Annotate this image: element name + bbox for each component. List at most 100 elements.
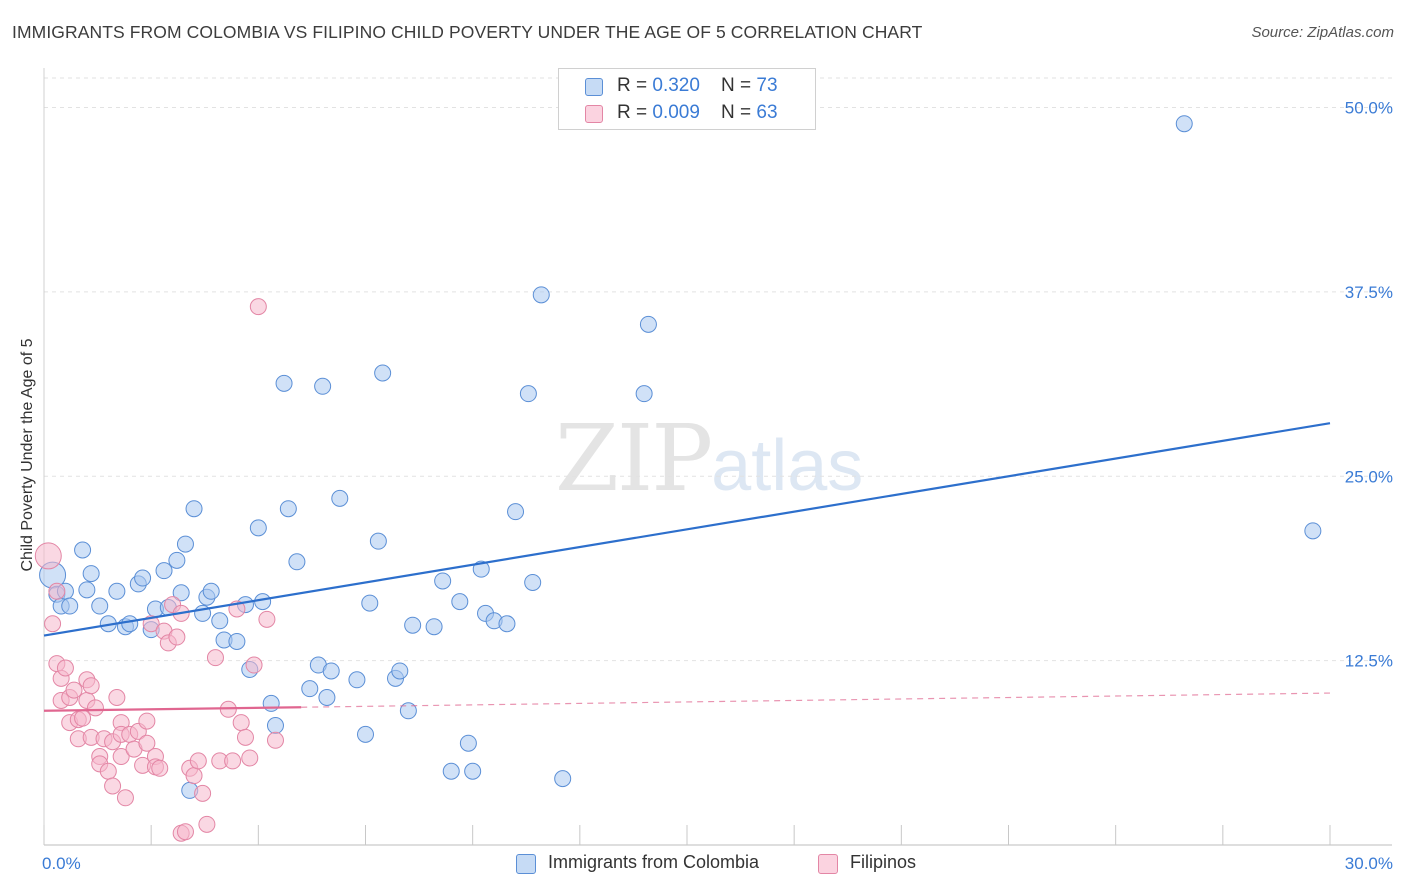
series-swatch-colombia bbox=[516, 854, 536, 874]
filipinos-trend-line bbox=[43, 706, 302, 712]
y-tick-label: 50.0% bbox=[1345, 99, 1393, 118]
filipinos-point bbox=[112, 748, 130, 765]
filipinos-point bbox=[245, 656, 263, 674]
watermark-atlas: atlas bbox=[711, 426, 864, 506]
colombia-point bbox=[459, 734, 477, 752]
colombia-point bbox=[464, 762, 482, 780]
colombia-point bbox=[168, 551, 186, 569]
colombia-point bbox=[348, 671, 366, 689]
filipinos-point bbox=[185, 767, 203, 785]
source-label: Source: ZipAtlas.com bbox=[1251, 24, 1394, 41]
colombia-point bbox=[318, 689, 336, 706]
colombia-point bbox=[211, 612, 229, 630]
colombia-point bbox=[322, 662, 340, 680]
colombia-point bbox=[185, 500, 203, 518]
legend-n-value: 63 bbox=[756, 102, 778, 123]
legend-r-label: R = bbox=[617, 75, 653, 96]
colombia-point bbox=[451, 593, 469, 611]
colombia-point bbox=[507, 503, 525, 521]
legend-swatch-colombia bbox=[585, 78, 603, 96]
filipinos-point bbox=[44, 615, 62, 633]
filipinos-point bbox=[176, 823, 194, 841]
filipinos-point bbox=[56, 659, 74, 677]
colombia-point bbox=[519, 385, 537, 403]
filipinos-point bbox=[232, 714, 250, 732]
colombia-point bbox=[228, 632, 246, 650]
x-tick-label-max: 30.0% bbox=[1345, 854, 1393, 873]
series-name-filipinos: Filipinos bbox=[850, 852, 917, 872]
colombia-point bbox=[1304, 522, 1322, 540]
filipinos-point bbox=[151, 759, 169, 777]
filipinos-point bbox=[116, 789, 134, 807]
colombia-point bbox=[404, 616, 422, 634]
legend-swatch-filipinos bbox=[585, 105, 603, 123]
filipinos-point bbox=[224, 752, 242, 770]
colombia-point bbox=[374, 364, 392, 382]
legend-r-value: 0.009 bbox=[652, 102, 700, 123]
colombia-point bbox=[78, 581, 96, 599]
colombia-point bbox=[425, 618, 443, 636]
series-name-colombia: Immigrants from Colombia bbox=[548, 852, 760, 872]
filipinos-point bbox=[168, 628, 186, 646]
legend-n-label: N = bbox=[721, 102, 757, 123]
colombia-point bbox=[331, 489, 349, 507]
colombia-point bbox=[532, 286, 550, 304]
colombia-point bbox=[172, 584, 190, 602]
colombia-point bbox=[361, 594, 379, 612]
colombia-point bbox=[121, 615, 139, 633]
colombia-point bbox=[82, 565, 100, 583]
colombia-point bbox=[391, 662, 409, 680]
colombia-point bbox=[399, 702, 417, 720]
filipinos-point bbox=[198, 815, 216, 833]
legend-n-value: 73 bbox=[756, 75, 778, 96]
filipinos-point bbox=[206, 649, 224, 667]
y-tick-label: 12.5% bbox=[1345, 652, 1393, 671]
colombia-point bbox=[74, 541, 92, 559]
colombia-point bbox=[639, 315, 657, 333]
y-tick-label: 25.0% bbox=[1345, 467, 1393, 486]
filipinos-point bbox=[249, 298, 267, 316]
colombia-point bbox=[266, 717, 284, 735]
filipinos-point bbox=[65, 681, 83, 699]
colombia-point bbox=[279, 500, 297, 518]
stats-legend: R = 0.320 N = 73 R = 0.009 N = 63 bbox=[558, 68, 816, 130]
colombia-point bbox=[108, 582, 126, 600]
legend-r-label: R = bbox=[617, 102, 653, 123]
filipinos-point bbox=[86, 699, 104, 717]
filipinos-point bbox=[258, 610, 276, 628]
filipinos-point bbox=[236, 728, 254, 746]
filipinos-point bbox=[74, 709, 92, 727]
filipinos-point bbox=[34, 542, 62, 570]
colombia-point bbox=[202, 582, 220, 600]
filipinos-point bbox=[266, 731, 284, 749]
colombia-point bbox=[369, 532, 387, 550]
colombia-point bbox=[176, 535, 194, 553]
filipinos-point bbox=[108, 689, 126, 706]
colombia-point bbox=[262, 694, 280, 712]
filipinos-point bbox=[82, 677, 100, 695]
series-swatch-filipinos bbox=[818, 854, 838, 874]
colombia-point bbox=[498, 615, 516, 633]
colombia-point bbox=[434, 572, 452, 590]
colombia-point bbox=[275, 374, 293, 392]
legend-n-label: N = bbox=[721, 75, 757, 96]
colombia-point bbox=[301, 680, 319, 698]
colombia-point bbox=[472, 560, 490, 578]
colombia-point bbox=[314, 377, 332, 395]
filipinos-point bbox=[142, 615, 160, 633]
series-legend: Immigrants from Colombia Filipinos bbox=[0, 852, 1406, 878]
filipinos-point bbox=[194, 784, 212, 802]
colombia-point bbox=[61, 597, 79, 615]
colombia-point bbox=[357, 725, 374, 743]
colombia-point bbox=[635, 385, 653, 403]
filipinos-point bbox=[241, 749, 259, 767]
filipinos-point bbox=[189, 752, 207, 770]
colombia-point bbox=[91, 597, 109, 615]
filipinos-point bbox=[99, 762, 117, 780]
filipinos-point bbox=[138, 734, 156, 752]
filipinos-trend-line-dashed bbox=[301, 692, 1331, 708]
colombia-point bbox=[288, 553, 306, 571]
filipinos-point bbox=[48, 582, 66, 600]
colombia-point bbox=[554, 770, 572, 788]
